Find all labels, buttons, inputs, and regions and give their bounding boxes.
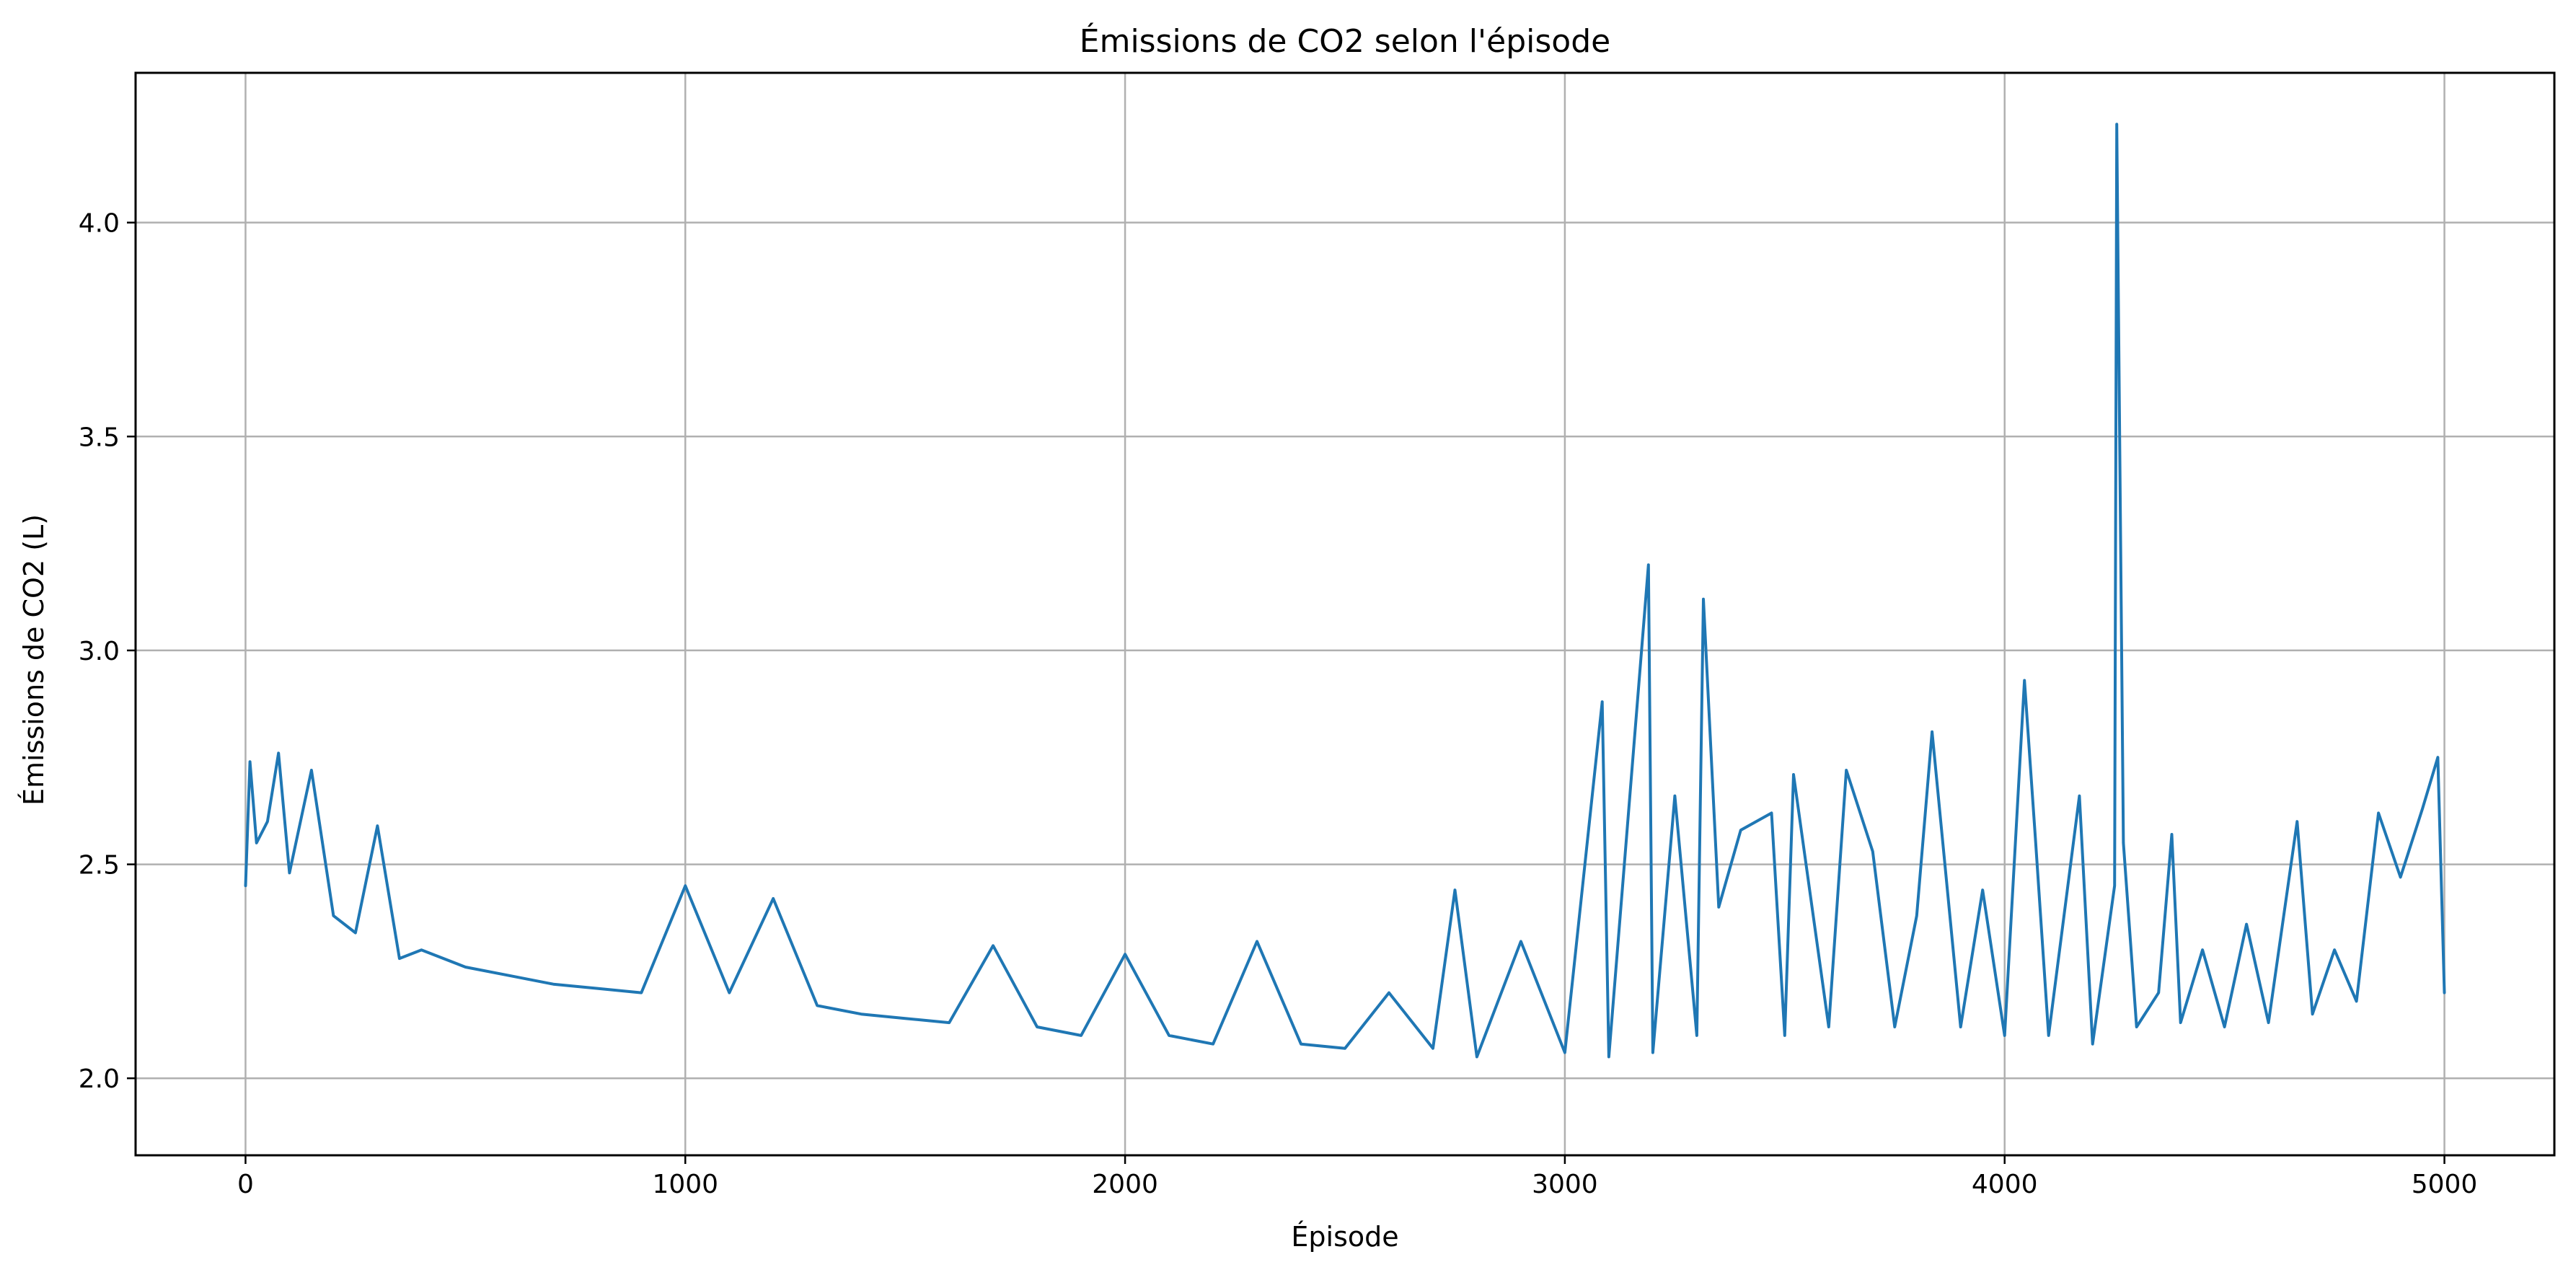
x-tick-label: 4000 <box>1972 1170 2038 1199</box>
x-axis: 0 1000 2000 3000 4000 5000 <box>237 1155 2477 1199</box>
y-axis-label: Émissions de CO2 (L) <box>18 514 50 806</box>
y-tick-label: 4.0 <box>79 209 120 239</box>
y-axis: 2.0 2.5 3.0 3.5 4.0 <box>79 209 136 1094</box>
x-tick-label: 5000 <box>2412 1170 2478 1199</box>
x-axis-label: Épisode <box>1291 1221 1398 1253</box>
series-line <box>244 123 2446 1059</box>
y-tick-label: 3.0 <box>79 637 120 666</box>
y-tick-label: 2.0 <box>79 1064 120 1094</box>
x-tick-label: 0 <box>237 1170 254 1199</box>
plot-frame <box>134 71 2556 1157</box>
y-tick-label: 3.5 <box>79 423 120 452</box>
x-tick-label: 1000 <box>652 1170 718 1199</box>
x-tick-label: 2000 <box>1092 1170 1158 1199</box>
chart-title: Émissions de CO2 selon l'épisode <box>1080 22 1610 60</box>
x-tick-label: 3000 <box>1532 1170 1598 1199</box>
series-layer <box>244 123 2446 1059</box>
y-tick-label: 2.5 <box>79 851 120 881</box>
grid <box>136 73 2554 1155</box>
